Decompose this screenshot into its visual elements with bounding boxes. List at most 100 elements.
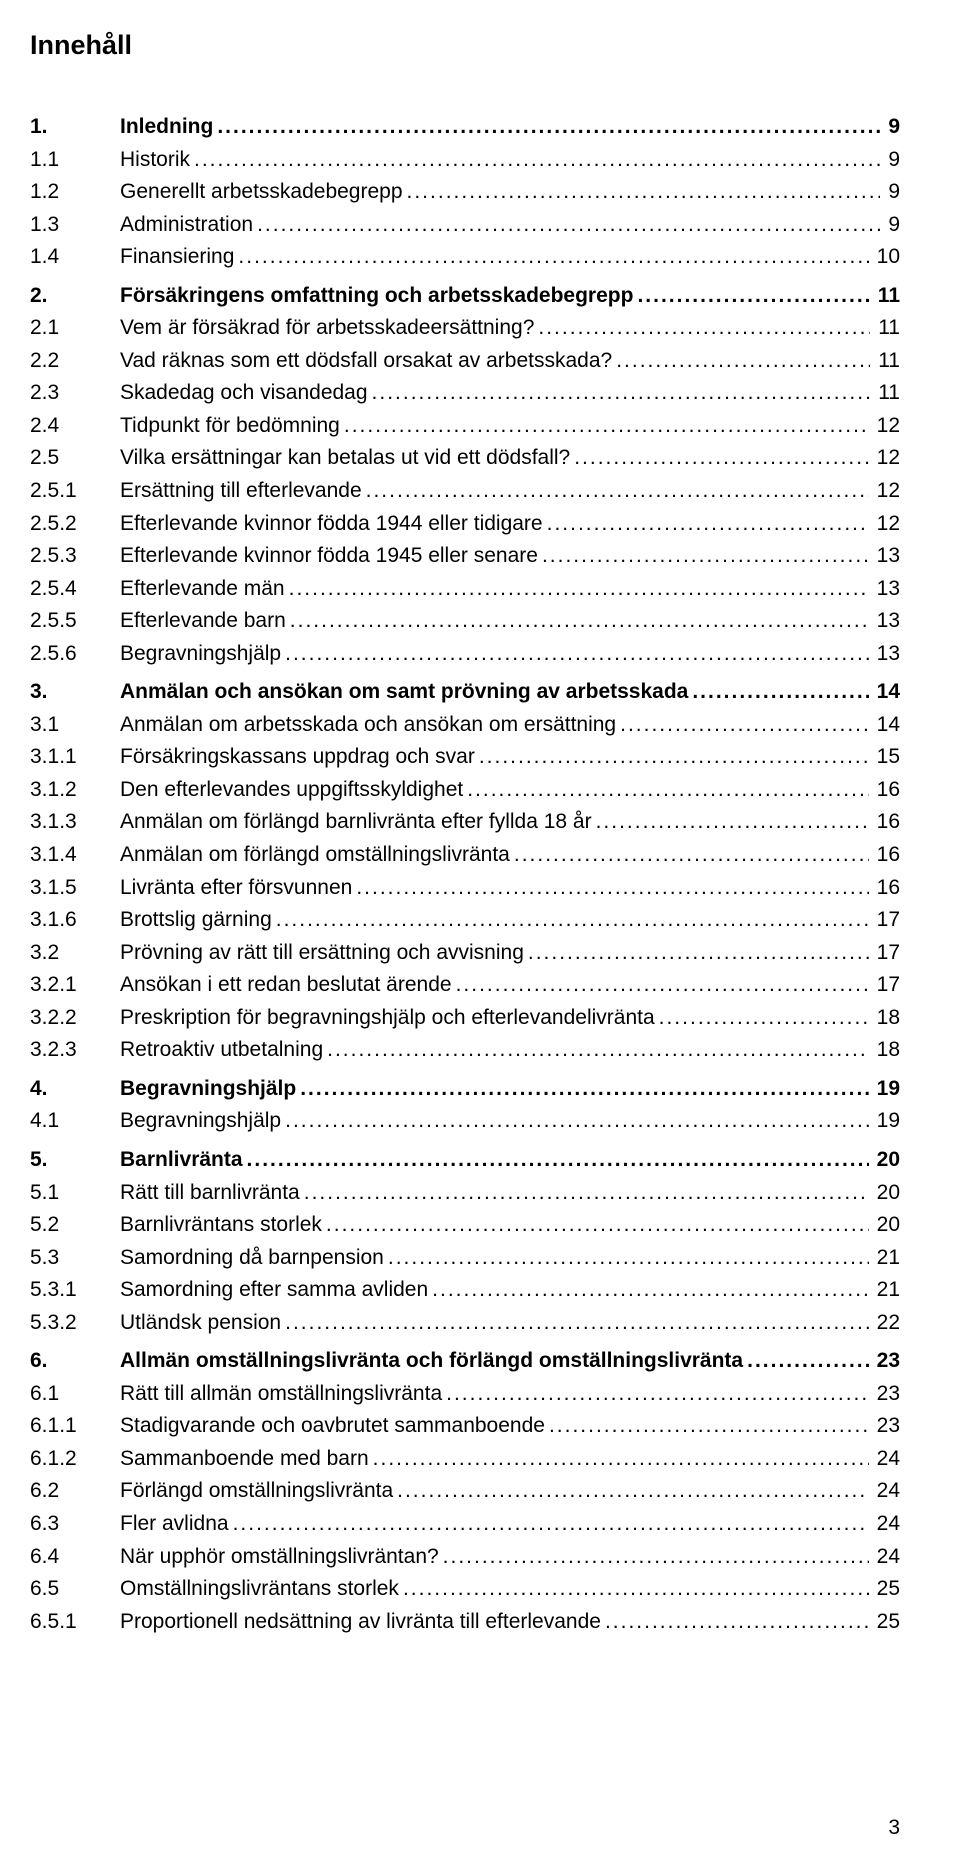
toc-row: 6.1.1Stadigvarande och oavbrutet sammanb… bbox=[30, 1410, 900, 1443]
toc-entry-label-wrap: Den efterlevandes uppgiftsskyldighet16 bbox=[120, 774, 900, 807]
toc-leader-dots bbox=[549, 1410, 869, 1443]
toc-entry-label: Generellt arbetsskadebegrepp bbox=[120, 176, 403, 209]
toc-leader-dots bbox=[285, 1307, 869, 1340]
toc-entry-number: 6.1.2 bbox=[30, 1443, 120, 1476]
toc-row: 4.Begravningshjälp19 bbox=[30, 1073, 900, 1106]
toc-entry-label: Samordning efter samma avliden bbox=[120, 1274, 428, 1307]
toc-entry-page: 13 bbox=[873, 605, 900, 638]
toc-entry-label-wrap: Vilka ersättningar kan betalas ut vid et… bbox=[120, 442, 900, 475]
toc-entry-label: Barnlivränta bbox=[120, 1144, 243, 1177]
toc-leader-dots bbox=[257, 209, 880, 242]
toc-entry-page: 9 bbox=[884, 111, 900, 144]
toc-leader-dots bbox=[233, 1508, 869, 1541]
toc-entry-number: 3.1.5 bbox=[30, 872, 120, 905]
toc-leader-dots bbox=[285, 638, 869, 671]
toc-leader-dots bbox=[373, 1443, 869, 1476]
toc-entry-number: 6.5.1 bbox=[30, 1606, 120, 1639]
toc-leader-dots bbox=[300, 1073, 868, 1106]
toc-row: 1.Inledning9 bbox=[30, 111, 900, 144]
toc-entry-page: 12 bbox=[873, 410, 900, 443]
toc-leader-dots bbox=[432, 1274, 868, 1307]
table-of-contents: 1.Inledning91.1Historik91.2Generellt arb… bbox=[30, 111, 900, 1638]
toc-row: 3.1Anmälan om arbetsskada och ansökan om… bbox=[30, 709, 900, 742]
toc-entry-label: Anmälan om förlängd omställningslivränta bbox=[120, 839, 510, 872]
toc-row: 2.5Vilka ersättningar kan betalas ut vid… bbox=[30, 442, 900, 475]
toc-entry-label-wrap: Begravningshjälp 19 bbox=[120, 1105, 900, 1138]
toc-row: 2.5.4Efterlevande män13 bbox=[30, 573, 900, 606]
toc-entry-label-wrap: Förlängd omställningslivränta24 bbox=[120, 1475, 900, 1508]
toc-entry-label: Begravningshjälp bbox=[120, 1105, 281, 1138]
toc-entry-number: 1.4 bbox=[30, 241, 120, 274]
toc-entry-label-wrap: Samordning efter samma avliden 21 bbox=[120, 1274, 900, 1307]
toc-entry-page: 19 bbox=[873, 1105, 900, 1138]
toc-row: 5.1Rätt till barnlivränta20 bbox=[30, 1177, 900, 1210]
toc-entry-label-wrap: Barnlivräntans storlek20 bbox=[120, 1209, 900, 1242]
toc-entry-number: 5.3 bbox=[30, 1242, 120, 1275]
toc-row: 6.1.2Sammanboende med barn24 bbox=[30, 1443, 900, 1476]
toc-entry-label: Begravningshjälp bbox=[120, 1073, 296, 1106]
toc-entry-page: 18 bbox=[873, 1034, 900, 1067]
toc-entry-number: 2.5.5 bbox=[30, 605, 120, 638]
toc-entry-number: 1.2 bbox=[30, 176, 120, 209]
toc-row: 5.3.2Utländsk pension22 bbox=[30, 1307, 900, 1340]
toc-leader-dots bbox=[456, 969, 869, 1002]
toc-entry-number: 4. bbox=[30, 1073, 120, 1106]
toc-entry-label-wrap: Proportionell nedsättning av livränta ti… bbox=[120, 1606, 900, 1639]
toc-entry-label: Retroaktiv utbetalning bbox=[120, 1034, 323, 1067]
toc-entry-page: 20 bbox=[873, 1144, 900, 1177]
toc-row: 2.5.5Efterlevande barn13 bbox=[30, 605, 900, 638]
toc-leader-dots bbox=[620, 709, 869, 742]
toc-entry-page: 16 bbox=[873, 839, 900, 872]
toc-entry-label-wrap: Efterlevande män13 bbox=[120, 573, 900, 606]
toc-entry-label-wrap: Skadedag och visandedag11 bbox=[120, 377, 900, 410]
toc-entry-number: 5.3.1 bbox=[30, 1274, 120, 1307]
toc-entry-label: Tidpunkt för bedömning bbox=[120, 410, 340, 443]
toc-leader-dots bbox=[290, 605, 869, 638]
toc-entry-label: Omställningslivräntans storlek bbox=[120, 1573, 399, 1606]
toc-entry-label-wrap: Preskription för begravningshjälp och ef… bbox=[120, 1002, 900, 1035]
toc-row: 1.4Finansiering10 bbox=[30, 241, 900, 274]
toc-entry-label: Administration bbox=[120, 209, 253, 242]
toc-entry-number: 3.1 bbox=[30, 709, 120, 742]
toc-entry-label: Efterlevande kvinnor födda 1945 eller se… bbox=[120, 540, 538, 573]
toc-entry-label: Anmälan om förlängd barnlivränta efter f… bbox=[120, 806, 592, 839]
toc-entry-number: 1. bbox=[30, 111, 120, 144]
toc-entry-label: Brottslig gärning bbox=[120, 904, 272, 937]
toc-entry-number: 3.1.1 bbox=[30, 741, 120, 774]
toc-row: 6.3Fler avlidna24 bbox=[30, 1508, 900, 1541]
toc-entry-label-wrap: Historik9 bbox=[120, 144, 900, 177]
toc-entry-number: 6.4 bbox=[30, 1541, 120, 1574]
toc-entry-page: 24 bbox=[873, 1443, 900, 1476]
toc-entry-label-wrap: Generellt arbetsskadebegrepp9 bbox=[120, 176, 900, 209]
toc-entry-page: 11 bbox=[874, 377, 900, 410]
toc-entry-label: Efterlevande män bbox=[120, 573, 285, 606]
toc-leader-dots bbox=[372, 377, 871, 410]
toc-row: 3.2.3Retroaktiv utbetalning18 bbox=[30, 1034, 900, 1067]
toc-entry-label: Försäkringens omfattning och arbetsskade… bbox=[120, 280, 633, 313]
toc-entry-label-wrap: Efterlevande barn13 bbox=[120, 605, 900, 638]
toc-entry-label-wrap: Anmälan om arbetsskada och ansökan om er… bbox=[120, 709, 900, 742]
toc-entry-number: 2.1 bbox=[30, 312, 120, 345]
toc-entry-label-wrap: Ersättning till efterlevande12 bbox=[120, 475, 900, 508]
toc-entry-label-wrap: Försäkringskassans uppdrag och svar15 bbox=[120, 741, 900, 774]
toc-entry-page: 17 bbox=[873, 904, 900, 937]
toc-entry-number: 2. bbox=[30, 280, 120, 313]
toc-row: 3.2.1Ansökan i ett redan beslutat ärende… bbox=[30, 969, 900, 1002]
toc-entry-label: Försäkringskassans uppdrag och svar bbox=[120, 741, 475, 774]
toc-entry-page: 17 bbox=[873, 969, 900, 1002]
toc-title: Innehåll bbox=[30, 30, 900, 61]
toc-row: 1.3Administration9 bbox=[30, 209, 900, 242]
toc-entry-page: 21 bbox=[873, 1274, 900, 1307]
toc-leader-dots bbox=[388, 1242, 869, 1275]
toc-entry-label-wrap: Allmän omställningslivränta och förlängd… bbox=[120, 1345, 900, 1378]
toc-row: 5.Barnlivränta20 bbox=[30, 1144, 900, 1177]
toc-entry-number: 2.5.1 bbox=[30, 475, 120, 508]
toc-entry-number: 6.1.1 bbox=[30, 1410, 120, 1443]
toc-entry-page: 18 bbox=[873, 1002, 900, 1035]
toc-leader-dots bbox=[304, 1177, 869, 1210]
toc-entry-label-wrap: Tidpunkt för bedömning 12 bbox=[120, 410, 900, 443]
toc-leader-dots bbox=[194, 144, 880, 177]
toc-row: 3.2.2Preskription för begravningshjälp o… bbox=[30, 1002, 900, 1035]
toc-entry-number: 6.5 bbox=[30, 1573, 120, 1606]
toc-row: 2.3Skadedag och visandedag11 bbox=[30, 377, 900, 410]
